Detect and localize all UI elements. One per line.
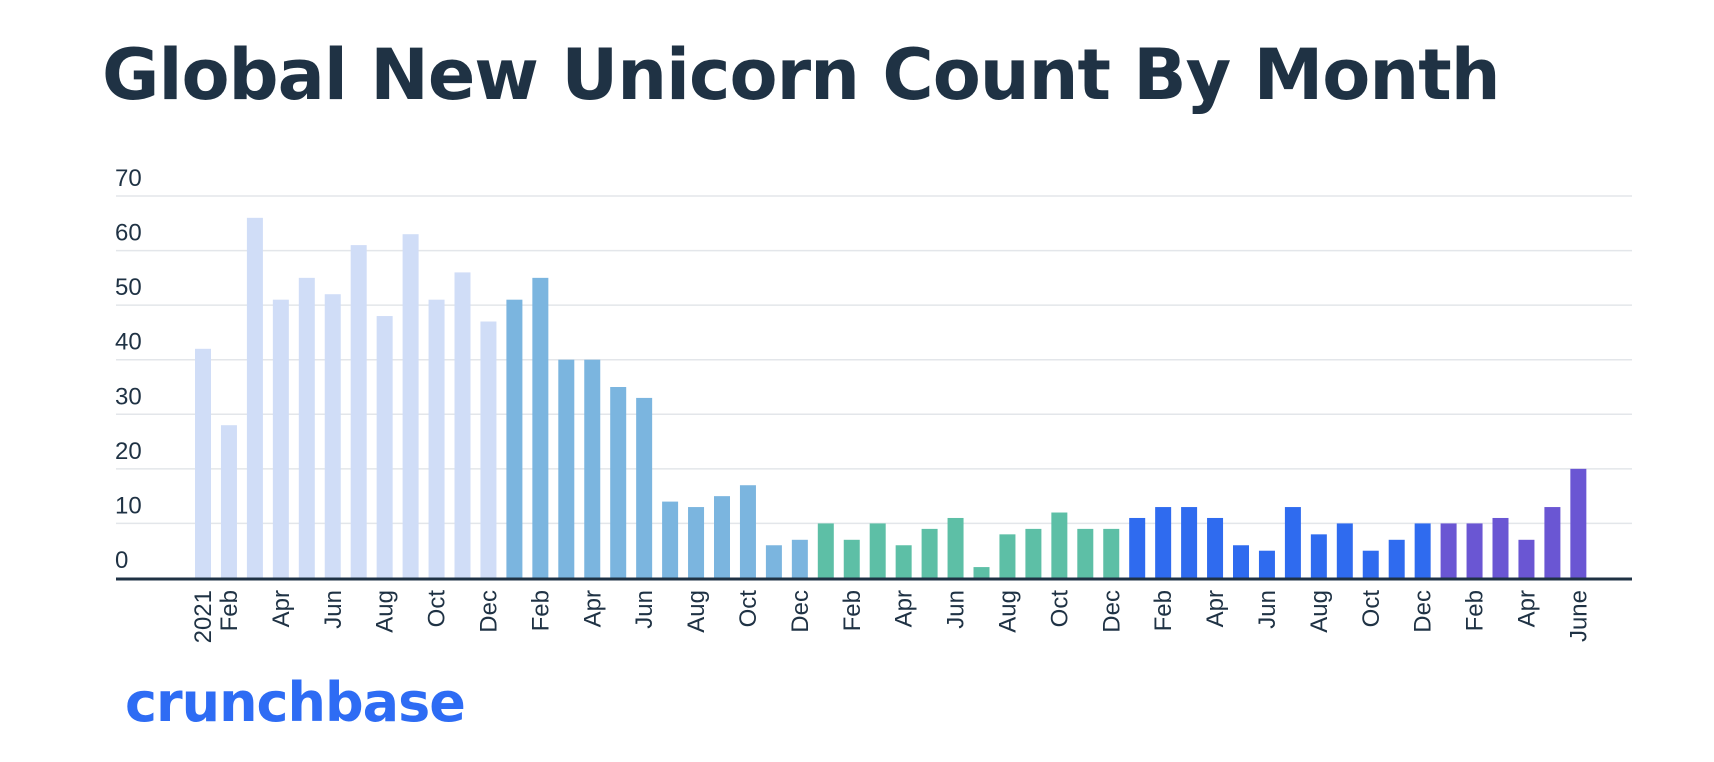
x-tick-label: Aug [372,590,399,633]
x-tick-label: Feb [839,590,866,631]
bar [869,523,886,578]
page-title: Global New Unicorn Count By Month [102,34,1501,116]
bar [1284,507,1301,578]
x-tick-label: Aug [994,590,1021,633]
bar [1388,539,1405,578]
y-tick-label: 10 [115,492,142,519]
bar [1181,507,1198,578]
bar [947,517,964,578]
x-tick-label: Aug [683,590,710,633]
bar [714,496,730,578]
bar [532,277,549,578]
x-tick-label: Dec [1410,590,1437,633]
x-tick-label: Apr [268,590,295,627]
gridlines [116,195,1632,525]
bar [1129,517,1146,578]
x-tick-label: Jun [943,590,970,629]
x-tick-label: Oct [1358,590,1385,628]
bar [1336,523,1353,578]
x-tick-label: Apr [1513,590,1540,627]
bar [1310,534,1327,578]
x-tick-label: 2021 [190,590,217,643]
bar [1570,468,1587,578]
bar [584,359,601,578]
bar [376,316,393,578]
bar [610,387,627,578]
bar [402,234,419,578]
bar [1103,528,1120,578]
bar [817,523,834,578]
y-axis-ticks: 0 10 20 30 40 50 60 70 [115,165,142,574]
bar [298,277,315,578]
bar [220,425,237,578]
x-tick-label: Oct [1046,590,1073,628]
y-tick-label: 0 [115,547,128,574]
y-tick-label: 30 [115,383,142,410]
bar [843,539,860,578]
bar [506,299,523,578]
x-tick-label: Apr [579,590,606,627]
bar [636,397,653,578]
x-tick-label: Feb [1150,590,1177,631]
bar [973,567,990,578]
bars [195,217,1587,579]
bar [999,534,1016,578]
bar [1362,550,1379,578]
x-tick-label: Jun [1254,590,1281,629]
bar [1518,539,1535,578]
x-tick-label: Feb [1462,590,1489,631]
bar [1492,517,1509,578]
x-tick-label: Feb [527,590,554,631]
bar [1414,523,1431,578]
x-tick-label: Jun [631,590,658,629]
x-tick-label: Dec [475,590,502,633]
bar [246,217,263,579]
y-tick-label: 50 [115,274,142,301]
x-tick-label: Oct [424,590,451,628]
bar [350,245,367,578]
bar [428,299,445,578]
bar [324,294,341,578]
bar [739,485,756,578]
x-tick-label: Aug [1306,590,1333,633]
bar [765,545,782,578]
bar [558,359,575,578]
bar [480,321,497,578]
x-tick-label: June [1565,590,1592,642]
bar [1155,507,1172,578]
bar [1440,523,1457,578]
bar [662,501,679,578]
x-tick-label: Feb [216,590,243,631]
x-tick-label: Apr [1202,590,1229,627]
bar [1544,507,1561,578]
x-tick-label: Oct [735,590,762,628]
bar [791,539,808,578]
bar [1258,550,1275,578]
bar [1233,545,1249,578]
x-tick-label: Apr [891,590,918,627]
x-tick-label: Dec [787,590,814,633]
crunchbase-logo: crunchbase [125,671,466,734]
bar [1207,517,1224,578]
bar [454,272,471,578]
bar [1466,523,1483,578]
x-tick-label: Jun [320,590,347,629]
y-tick-label: 70 [115,165,142,192]
bar [1025,528,1042,578]
x-tick-label: Dec [1098,590,1125,633]
bar [1051,512,1068,578]
bar [195,348,211,578]
bar [1077,528,1094,578]
y-tick-label: 60 [115,220,142,247]
bar [688,507,705,578]
bar [272,299,289,578]
y-tick-label: 20 [115,438,142,465]
bar [895,545,912,578]
bar [921,528,938,578]
y-tick-label: 40 [115,329,142,356]
